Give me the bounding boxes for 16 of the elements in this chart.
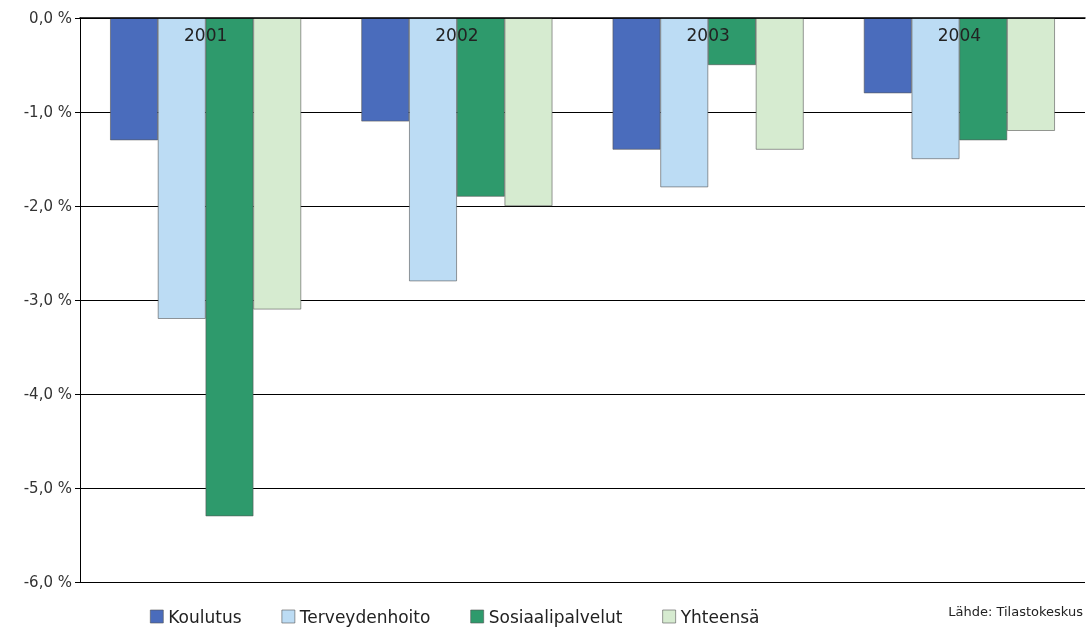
y-tick-label: -5,0 % <box>23 479 72 497</box>
y-tick-label: 0,0 % <box>29 9 72 27</box>
text: Lähde: Tilastokeskus <box>948 604 1084 619</box>
legend-label: Terveydenhoito <box>298 606 431 627</box>
y-tick-label: -1,0 % <box>23 103 72 121</box>
legend-label: Koulutus <box>168 606 242 627</box>
y-tick-label: -2,0 % <box>23 197 72 215</box>
x-tick-label: 2002 <box>435 24 479 45</box>
legend-label: Yhteensä <box>679 606 760 627</box>
legend-label: Sosiaalipalvelut <box>488 606 623 627</box>
x-tick-label: 2004 <box>937 24 982 45</box>
x-tick-label: 2001 <box>183 24 228 45</box>
x-tick-label: 2003 <box>686 24 730 45</box>
y-tick-label: -6,0 % <box>23 573 72 591</box>
y-tick-label: -4,0 % <box>23 385 72 403</box>
y-tick-label: -3,0 % <box>23 291 72 309</box>
